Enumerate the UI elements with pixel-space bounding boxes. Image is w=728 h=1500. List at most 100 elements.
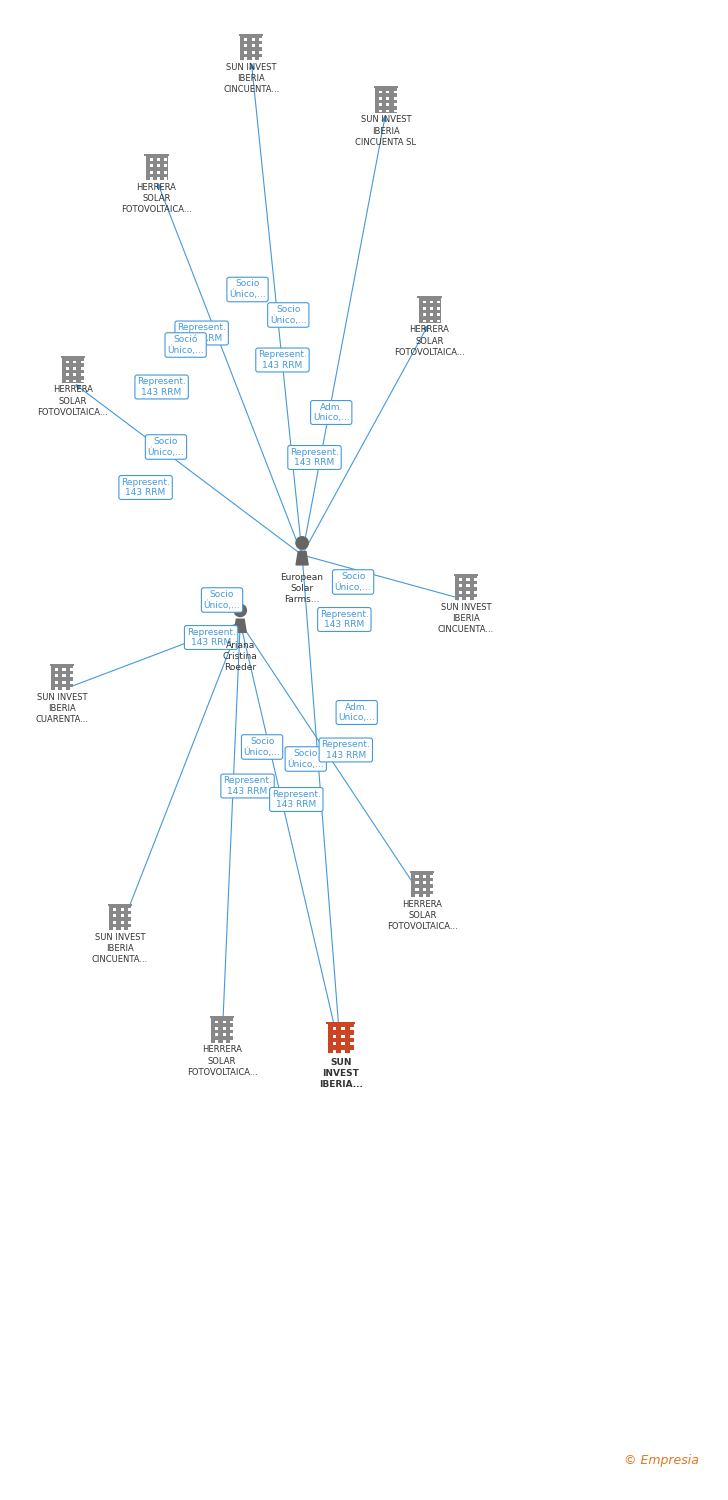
Bar — [81, 368, 84, 370]
Bar — [121, 908, 124, 910]
Bar — [387, 104, 389, 106]
Bar — [108, 903, 132, 906]
Bar — [230, 1034, 233, 1036]
Text: Represent.
143 RRM: Represent. 143 RRM — [121, 478, 170, 496]
Bar — [410, 870, 435, 873]
Bar — [70, 681, 73, 684]
Bar — [423, 300, 426, 303]
Bar — [245, 38, 248, 40]
Bar — [387, 90, 389, 93]
Text: HERRERA
SOLAR
FOTOVOLTAICA...: HERRERA SOLAR FOTOVOLTAICA... — [37, 386, 108, 417]
Bar — [252, 57, 255, 60]
Bar — [215, 1028, 218, 1030]
Bar — [81, 360, 84, 363]
Bar — [474, 591, 477, 594]
Bar — [379, 90, 382, 93]
Bar — [438, 308, 440, 310]
Bar — [210, 1016, 234, 1019]
Bar — [438, 320, 440, 322]
Text: Socio
Único,...: Socio Único,... — [335, 572, 371, 592]
Bar — [223, 1020, 226, 1023]
Bar — [467, 585, 470, 588]
Bar — [74, 360, 76, 363]
Bar — [454, 573, 478, 576]
Bar — [157, 158, 160, 160]
Bar — [223, 1040, 226, 1042]
Bar — [375, 88, 397, 112]
Bar — [74, 380, 76, 382]
Bar — [114, 908, 116, 910]
Bar — [81, 374, 84, 376]
Bar — [165, 177, 167, 180]
Text: Adm.
Unico,...: Adm. Unico,... — [313, 404, 349, 422]
Text: HERRERA
SOLAR
FOTOVOLTAICA...: HERRERA SOLAR FOTOVOLTAICA... — [394, 326, 465, 357]
Bar — [252, 45, 255, 48]
Text: Represent.
143 RRM: Represent. 143 RRM — [223, 777, 272, 795]
Bar — [50, 663, 74, 666]
Text: Represent.
143 RRM: Represent. 143 RRM — [290, 448, 339, 466]
Bar — [430, 894, 433, 897]
Text: European
Solar
Farms...: European Solar Farms... — [280, 573, 324, 604]
Text: Represent.
143 RRM: Represent. 143 RRM — [137, 378, 186, 396]
Bar — [459, 597, 462, 600]
Bar — [379, 110, 382, 112]
Bar — [259, 38, 262, 40]
Bar — [416, 882, 419, 885]
Bar — [70, 675, 73, 678]
Bar — [394, 98, 397, 100]
Bar — [459, 585, 462, 588]
Bar — [230, 1028, 233, 1030]
Bar — [350, 1028, 354, 1030]
Polygon shape — [234, 620, 246, 633]
Text: © Empresia: © Empresia — [624, 1454, 699, 1467]
Text: Socio
Único,...: Socio Único,... — [229, 279, 266, 300]
Bar — [333, 1050, 336, 1053]
Bar — [379, 98, 382, 100]
Bar — [62, 358, 84, 382]
Bar — [373, 86, 398, 88]
Bar — [165, 165, 167, 168]
Text: Socio
Único,...: Socio Único,... — [288, 748, 324, 770]
Bar — [467, 591, 470, 594]
Bar — [63, 687, 66, 690]
Bar — [51, 666, 73, 690]
Bar — [150, 171, 153, 174]
Bar — [423, 874, 426, 878]
Bar — [55, 687, 58, 690]
Bar — [128, 915, 131, 918]
Bar — [74, 368, 76, 370]
Bar — [328, 1024, 354, 1053]
Bar — [55, 675, 58, 678]
Bar — [63, 668, 66, 670]
Bar — [341, 1042, 345, 1046]
Bar — [66, 380, 69, 382]
Bar — [121, 915, 124, 918]
Text: SUN
INVEST
IBERIA...: SUN INVEST IBERIA... — [319, 1058, 363, 1089]
Bar — [121, 927, 124, 930]
Bar — [455, 576, 477, 600]
Bar — [245, 51, 248, 54]
Text: Represent.
143 RRM: Represent. 143 RRM — [320, 610, 369, 628]
Bar — [438, 314, 440, 316]
Bar — [430, 888, 433, 891]
Bar — [109, 906, 131, 930]
Bar — [144, 153, 169, 156]
Bar — [394, 104, 397, 106]
Bar — [474, 597, 477, 600]
Bar — [438, 300, 440, 303]
Bar — [416, 888, 419, 891]
Bar — [55, 681, 58, 684]
Bar — [419, 298, 440, 322]
Bar — [252, 38, 255, 40]
Bar — [341, 1028, 345, 1030]
Text: Represent.
143 RRM: Represent. 143 RRM — [272, 790, 321, 808]
Bar — [387, 110, 389, 112]
Bar — [430, 300, 433, 303]
Text: HERRERA
SOLAR
FOTOVOLTAICA...: HERRERA SOLAR FOTOVOLTAICA... — [121, 183, 192, 214]
Bar — [430, 874, 433, 878]
Text: Socio
Único,...: Socio Único,... — [204, 590, 240, 610]
Bar — [81, 380, 84, 382]
Bar — [157, 171, 160, 174]
Bar — [259, 57, 262, 60]
Bar — [215, 1040, 218, 1042]
